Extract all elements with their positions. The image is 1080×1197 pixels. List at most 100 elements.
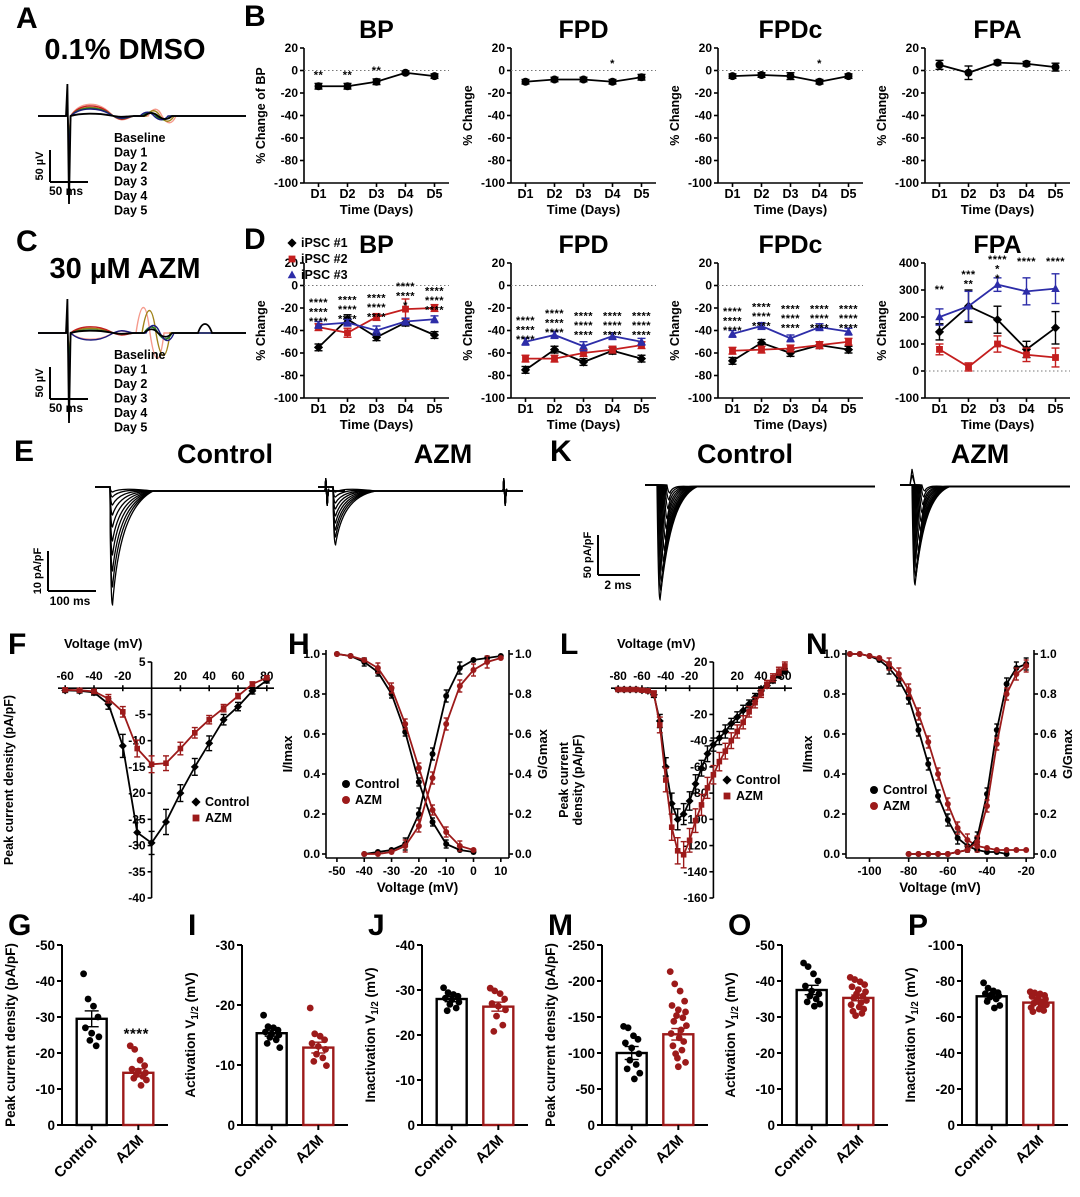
svg-text:****: **** <box>367 292 386 304</box>
svg-text:-20: -20 <box>1017 864 1035 878</box>
svg-text:D4: D4 <box>605 187 621 201</box>
svg-text:density (pA/pF): density (pA/pF) <box>571 735 585 826</box>
svg-text:****: **** <box>810 313 829 325</box>
svg-text:D3: D3 <box>576 402 592 416</box>
svg-text:-140: -140 <box>683 865 707 879</box>
svg-text:0: 0 <box>947 1118 955 1133</box>
svg-text:300: 300 <box>899 283 919 297</box>
svg-text:AZM: AZM <box>652 1132 687 1167</box>
svg-text:AZM: AZM <box>205 811 232 825</box>
svg-text:**: ** <box>372 65 382 77</box>
svg-text:200: 200 <box>899 310 919 324</box>
svg-text:-40: -40 <box>488 324 506 338</box>
svg-text:****: **** <box>781 313 800 325</box>
svg-text:****: **** <box>425 295 444 307</box>
svg-text:-20: -20 <box>488 86 506 100</box>
svg-text:20: 20 <box>699 256 713 270</box>
svg-text:iPSC #2: iPSC #2 <box>301 252 348 266</box>
svg-text:0: 0 <box>498 279 505 293</box>
svg-text:****: **** <box>632 329 651 341</box>
panel-b-letter: B <box>244 0 266 33</box>
bar-inactivation-v12-ical: -40 -30 -20 -10 0 Inactivation V1/2 (mV) Contr… <box>360 913 540 1197</box>
svg-text:D2: D2 <box>754 402 770 416</box>
svg-text:-80: -80 <box>695 154 713 168</box>
svg-text:0: 0 <box>498 64 505 78</box>
svg-text:G/Gmax: G/Gmax <box>535 728 550 779</box>
panel-o-letter: O <box>728 909 752 942</box>
svg-text:-30: -30 <box>35 1010 55 1025</box>
svg-text:Voltage (mV): Voltage (mV) <box>617 636 696 651</box>
svg-text:D3: D3 <box>369 187 385 201</box>
svg-text:Time (Days): Time (Days) <box>340 417 413 432</box>
svg-text:-30: -30 <box>395 983 415 998</box>
svg-text:-80: -80 <box>488 369 506 383</box>
svg-text:-60: -60 <box>488 131 506 145</box>
svg-text:FPDc: FPDc <box>759 16 823 44</box>
svg-text:****: **** <box>781 323 800 335</box>
svg-text:****: **** <box>338 314 357 326</box>
svg-text:-60: -60 <box>488 346 506 360</box>
svg-text:**: ** <box>964 278 974 290</box>
svg-text:Voltage (mV): Voltage (mV) <box>377 880 459 895</box>
chart-iv-ina: -80-60-40-2020406020-20-40-60-80-100-120… <box>555 634 800 906</box>
svg-text:40: 40 <box>754 669 768 683</box>
svg-text:D5: D5 <box>841 402 857 416</box>
svg-text:2 ms: 2 ms <box>604 578 632 592</box>
svg-text:Control: Control <box>736 773 780 787</box>
svg-text:D3: D3 <box>990 187 1006 201</box>
svg-text:D2: D2 <box>340 187 356 201</box>
svg-text:Control: Control <box>771 1132 821 1182</box>
svg-text:****: **** <box>574 320 593 332</box>
svg-text:AZM: AZM <box>112 1132 147 1167</box>
svg-text:-100: -100 <box>688 176 712 190</box>
chart-boltzmann-ina: 0.0 0.0 0.2 0.2 0.4 0.4 0.6 0.6 0.8 0.8 1.0 1.0 -100… <box>800 634 1080 906</box>
bar-peak-density-ical: -50 -40 -30 -20 -10 0 Peak current density (pA… <box>0 913 180 1197</box>
svg-text:***: *** <box>961 269 976 281</box>
svg-text:****: **** <box>723 315 742 327</box>
svg-text:% Change: % Change <box>668 85 682 145</box>
chart-svg-m: -250 -200 -150 -100 -50 0 Peak current density… <box>543 938 708 1182</box>
svg-text:****: **** <box>632 320 651 332</box>
svg-text:Activation V1/2 (mV): Activation V1/2 (mV) <box>723 972 741 1097</box>
svg-text:-100: -100 <box>928 938 955 953</box>
svg-text:-20: -20 <box>281 301 299 315</box>
chart-fpa-azm: FPA 400 300 200 100 0 -100 D1 D2 D3 D4 D5 Time (Days… <box>873 229 1080 434</box>
chart-svg-h: 0.0 0.00.2 0.20.4 0.40.6 0.60.8 0.81.0 1.0-50-… <box>280 647 550 895</box>
chart-svg-p: -100 -80 -60 -40 -20 0 Inactivation V1/2 (mV) C… <box>903 938 1068 1182</box>
svg-text:****: **** <box>603 310 622 322</box>
svg-text:Inactivation V1/2 (mV): Inactivation V1/2 (mV) <box>363 967 381 1102</box>
svg-text:BP: BP <box>359 16 394 44</box>
svg-text:-20: -20 <box>128 786 146 800</box>
svg-text:-20: -20 <box>690 707 708 721</box>
chart-svg-l: -80-60-40-2020406020-20-40-60-80-100-120… <box>557 636 792 905</box>
svg-text:-40: -40 <box>902 109 920 123</box>
svg-text:-40: -40 <box>690 734 708 748</box>
svg-text:****: **** <box>396 291 415 303</box>
svg-text:D3: D3 <box>990 402 1006 416</box>
svg-text:0.8: 0.8 <box>515 687 532 701</box>
svg-text:0: 0 <box>291 279 298 293</box>
svg-text:**: ** <box>935 284 945 296</box>
ina-traces: Control AZM 50 pA/pF 2 ms <box>582 439 1070 601</box>
chart-fpd-azm: FPD 20 0 -20 -40 -60 -80 -100 D1 D2 D3 D4 D5 Time (Da… <box>459 229 666 434</box>
svg-text:Control: Control <box>177 439 273 469</box>
svg-text:****: **** <box>367 311 386 323</box>
row-2: C 30 µM AZM 50 µV 50 ms Baseline Day 1 Day 2… <box>0 225 1080 435</box>
svg-text:-250: -250 <box>568 938 595 953</box>
chart-fpd-dmso: FPD 20 0 -20 -40 -60 -80 -100 D1 D2 D3 D4 D5 Time (Da… <box>459 14 666 219</box>
svg-text:AZM: AZM <box>951 439 1009 469</box>
chart-svg-d4: FPA 400 300 200 100 0 -100 D1 D2 D3 D4 D5 Time (Days… <box>875 231 1070 432</box>
svg-text:FPA: FPA <box>973 16 1021 44</box>
svg-text:10: 10 <box>494 864 508 878</box>
svg-text:20: 20 <box>694 655 708 669</box>
chart-fpdc-dmso: FPDc 20 0 -20 -40 -60 -80 -100 D1 D2 D3 D4 D5 Time (D… <box>666 14 873 219</box>
svg-text:% Change: % Change <box>461 300 475 360</box>
svg-text:0.0: 0.0 <box>515 847 532 861</box>
svg-text:-10: -10 <box>215 1058 235 1073</box>
chart-svg-i: -30 -20 -10 0 Activation V1/2 (mV) Control AZM <box>183 938 348 1182</box>
svg-text:AZM: AZM <box>832 1132 867 1167</box>
svg-text:Time (Days): Time (Days) <box>754 417 827 432</box>
svg-text:I/Imax: I/Imax <box>280 735 295 773</box>
svg-text:Control: Control <box>355 777 399 791</box>
